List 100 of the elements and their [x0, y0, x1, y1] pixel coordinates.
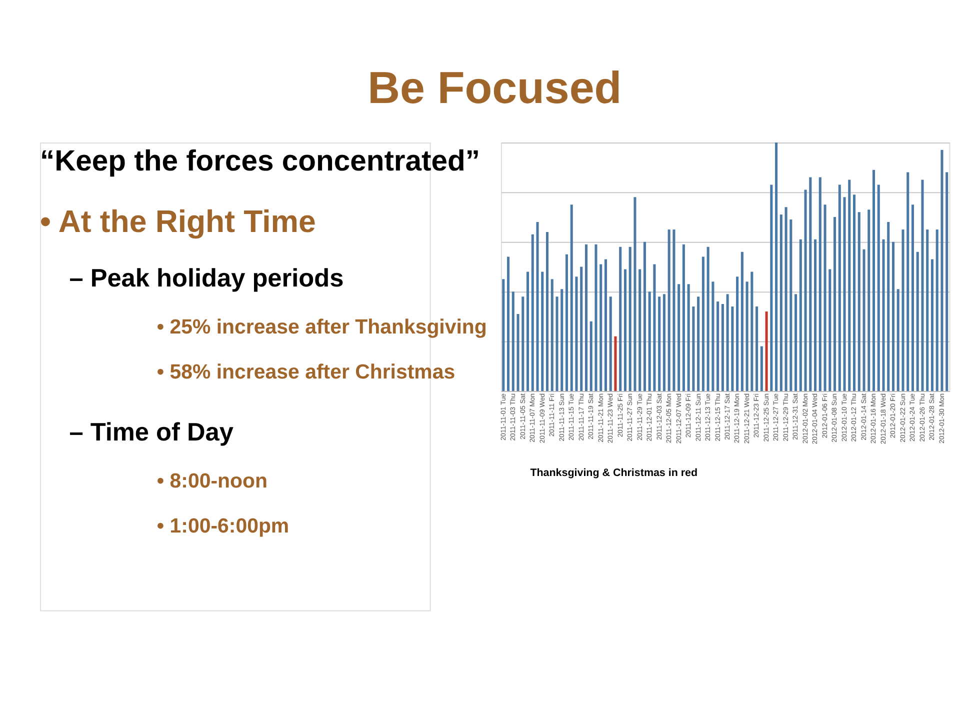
bar — [877, 184, 880, 392]
bar — [824, 204, 826, 392]
bar — [756, 306, 758, 392]
bar — [638, 269, 642, 392]
bar — [804, 190, 807, 392]
chart-title: Be Focused — [368, 62, 622, 114]
bar — [760, 346, 763, 392]
bar — [619, 246, 622, 392]
text: • 58% increase after Christmas — [156, 360, 456, 384]
bar — [526, 272, 530, 392]
bar — [872, 170, 876, 392]
bar — [550, 279, 554, 392]
bar — [887, 222, 890, 392]
bar — [911, 204, 914, 392]
bar — [896, 289, 900, 392]
bar — [852, 194, 856, 392]
bar — [512, 292, 514, 392]
bar — [936, 229, 938, 392]
bar — [634, 197, 636, 392]
bar — [584, 244, 588, 392]
bar — [770, 184, 773, 392]
bar — [930, 259, 934, 392]
bar — [731, 306, 734, 392]
bar — [648, 292, 651, 392]
bar — [706, 246, 710, 392]
text: – Time of Day — [69, 418, 234, 447]
bar — [643, 242, 646, 392]
bar — [746, 282, 748, 392]
bar — [697, 296, 700, 392]
bar — [672, 229, 676, 392]
bar — [790, 220, 792, 392]
bar — [921, 180, 924, 392]
bar — [668, 229, 670, 392]
bar — [687, 284, 690, 392]
bar — [692, 306, 695, 392]
bar — [682, 244, 685, 392]
bar — [892, 242, 895, 392]
bar — [736, 276, 739, 392]
bar — [541, 272, 544, 392]
bar — [570, 204, 573, 392]
bar — [536, 222, 539, 392]
bar — [818, 177, 822, 392]
bar — [565, 254, 568, 392]
bar — [506, 256, 510, 392]
text: • At the Right Time — [40, 204, 316, 240]
bar — [750, 272, 754, 392]
text: – Peak holiday periods — [69, 264, 344, 293]
bar — [926, 229, 929, 392]
bar — [838, 184, 841, 392]
bar — [614, 336, 617, 392]
bar — [858, 212, 860, 392]
bar — [502, 279, 505, 392]
bar — [516, 314, 520, 392]
bar — [531, 234, 534, 392]
bar — [628, 246, 632, 392]
bar — [833, 217, 836, 392]
bar — [946, 172, 948, 392]
bar — [522, 296, 524, 392]
bar — [868, 210, 870, 392]
bar — [556, 296, 558, 392]
bar — [590, 321, 592, 392]
bar — [784, 207, 788, 392]
bar — [716, 302, 720, 392]
bar — [799, 239, 802, 392]
text: “Keep the forces concentrated” — [40, 146, 480, 178]
bar — [814, 239, 817, 392]
bar — [560, 289, 564, 392]
bar — [740, 252, 744, 392]
bar — [604, 259, 607, 392]
bar — [765, 311, 768, 392]
bar — [600, 264, 602, 392]
bar — [882, 239, 885, 392]
text: • 1:00-6:00pm — [156, 514, 290, 538]
bar — [678, 284, 680, 392]
bar — [780, 214, 782, 392]
bar — [906, 172, 910, 392]
bar — [594, 244, 598, 392]
bar — [775, 142, 778, 392]
bar — [721, 304, 724, 392]
bar — [624, 269, 626, 392]
bar — [575, 276, 578, 392]
bar — [702, 256, 704, 392]
bar — [653, 264, 656, 392]
bar — [916, 252, 919, 392]
bar — [712, 282, 714, 392]
bar — [609, 296, 612, 392]
bar — [902, 229, 904, 392]
bar — [862, 249, 866, 392]
bar — [843, 197, 846, 392]
bar — [658, 296, 661, 392]
bar — [809, 177, 812, 392]
bar — [848, 180, 851, 392]
text: Thanksgiving & Christmas in red — [530, 466, 698, 479]
bar — [828, 269, 832, 392]
bar — [794, 294, 798, 392]
text: • 25% increase after Thanksgiving — [156, 316, 487, 339]
text: • 8:00-noon — [156, 469, 268, 492]
bar — [726, 294, 729, 392]
bar — [940, 150, 944, 392]
bar — [662, 294, 666, 392]
